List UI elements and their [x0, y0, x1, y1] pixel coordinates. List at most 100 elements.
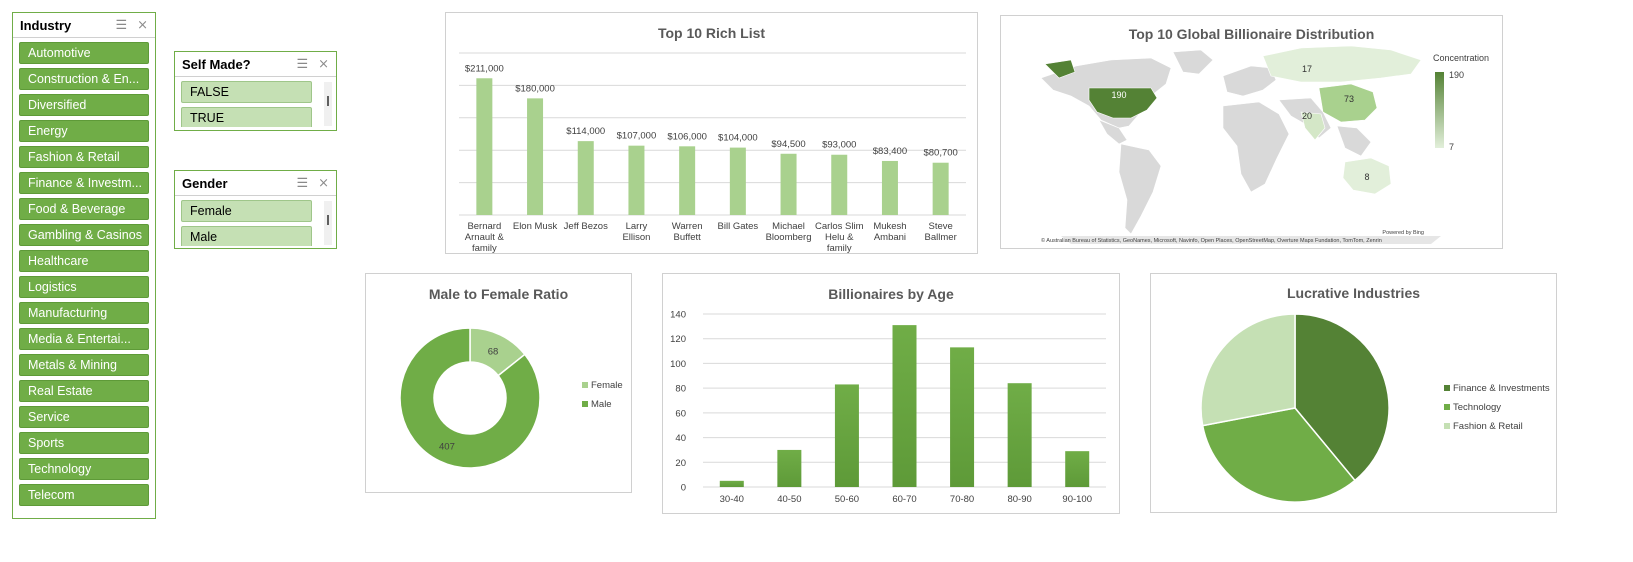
slicer-item-industry[interactable]: Logistics [19, 276, 149, 298]
gender-scrollbar[interactable] [324, 201, 332, 245]
slicer-item-industry[interactable]: Diversified [19, 94, 149, 116]
industry-slice[interactable] [1200, 313, 1296, 427]
slicer-item-industry[interactable]: Service [19, 406, 149, 428]
legend-swatch [1444, 423, 1450, 429]
map-legend-min: 7 [1449, 142, 1454, 152]
age-bar[interactable] [892, 325, 917, 487]
slicer-item-industry[interactable]: Gambling & Casinos [19, 224, 149, 246]
slicer-item-industry[interactable]: Food & Beverage [19, 198, 149, 220]
slicer-item-industry[interactable]: Energy [19, 120, 149, 142]
age-bar[interactable] [1065, 451, 1090, 487]
age-bar[interactable] [719, 480, 744, 487]
rich-bar-label: $104,000 [718, 133, 758, 144]
rich-bar-label: $80,700 [923, 148, 957, 159]
multi-select-icon[interactable]: ☰ [115, 17, 128, 32]
rich-category-label: Steve Ballmer [925, 221, 957, 243]
rich-list-chart[interactable]: Top 10 Rich List $211,000 Bernard Arnault … [445, 12, 978, 254]
slicer-item-industry[interactable]: Technology [19, 458, 149, 480]
slicer-item-gender[interactable]: Male [181, 226, 312, 246]
rich-bar[interactable] [527, 98, 544, 215]
rich-category-label: Warren Buffett [672, 221, 703, 243]
clear-filter-icon[interactable]: ⨯ [137, 17, 148, 32]
slicer-item-industry[interactable]: Sports [19, 432, 149, 454]
age-title: Billionaires by Age [828, 286, 954, 302]
age-category-label: 30-40 [720, 494, 744, 505]
rich-bar[interactable] [932, 162, 949, 215]
slicer-item-industry[interactable]: Telecom [19, 484, 149, 506]
age-category-label: 70-80 [950, 494, 974, 505]
map-label-india: 20 [1302, 111, 1312, 121]
rich-bar[interactable] [628, 145, 645, 215]
slicer-item-industry[interactable]: Healthcare [19, 250, 149, 272]
slicer-item-gender[interactable]: Female [181, 200, 312, 222]
age-y-tick: 120 [670, 334, 686, 345]
legend-swatch [582, 382, 588, 388]
rich-bar[interactable] [729, 147, 746, 215]
multi-select-icon[interactable]: ☰ [296, 175, 309, 190]
self-made-slicer-title: Self Made? [182, 56, 251, 72]
map-label-usa: 190 [1111, 90, 1126, 100]
gender-ratio-chart[interactable]: Male to Female Ratio 68 407 Female Male [365, 273, 632, 493]
industry-legend-label: Fashion & Retail [1453, 421, 1523, 432]
slicer-item-industry[interactable]: Metals & Mining [19, 354, 149, 376]
clear-filter-icon[interactable]: ⨯ [318, 56, 329, 71]
industries-chart[interactable]: Lucrative Industries Finance & Investmen… [1150, 273, 1557, 513]
slicer-item-self-made[interactable]: FALSE [181, 81, 312, 103]
rich-bar[interactable] [679, 146, 696, 215]
rich-bar[interactable] [780, 153, 797, 215]
gender-slice-label: 407 [439, 442, 455, 453]
industry-slicer: Industry ☰ ⨯ Automotive Construction & En… [12, 12, 156, 519]
age-bar[interactable] [1007, 383, 1032, 487]
rich-category-label: Bill Gates [718, 221, 759, 232]
gender-slicer-items: Female Male [175, 200, 336, 246]
slicer-item-industry[interactable]: Automotive [19, 42, 149, 64]
slicer-item-industry[interactable]: Construction & En... [19, 68, 149, 90]
legend-swatch [582, 401, 588, 407]
industry-slice[interactable] [1201, 407, 1356, 503]
rich-bar-label: $114,000 [566, 126, 605, 137]
legend-swatch [1444, 404, 1450, 410]
gender-slice-label: 68 [488, 346, 499, 357]
rich-bar[interactable] [831, 154, 848, 215]
slicer-item-industry[interactable]: Fashion & Retail [19, 146, 149, 168]
gender-legend-label: Female [591, 380, 623, 391]
map-legend-gradient [1435, 72, 1444, 148]
rich-bar[interactable] [476, 78, 493, 215]
gender-slice[interactable] [399, 327, 541, 469]
multi-select-icon[interactable]: ☰ [296, 56, 309, 71]
map-legend-max: 190 [1449, 70, 1464, 80]
slicer-item-industry[interactable]: Manufacturing [19, 302, 149, 324]
billionaire-map-chart[interactable]: Top 10 Global Billionaire Distribution [1000, 15, 1503, 249]
gender-ratio-title: Male to Female Ratio [428, 286, 569, 302]
gender-slicer-title: Gender [182, 175, 228, 191]
gender-ratio-plot: 68 407 Female Male [399, 327, 623, 469]
age-bar[interactable] [950, 347, 975, 487]
rich-bar-label: $94,500 [771, 139, 805, 150]
self-made-scrollbar[interactable] [324, 82, 332, 126]
legend-swatch [1444, 385, 1450, 391]
age-bar[interactable] [834, 384, 859, 487]
map-label-australia: 8 [1364, 172, 1369, 182]
clear-filter-icon[interactable]: ⨯ [318, 175, 329, 190]
age-category-label: 40-50 [777, 494, 801, 505]
industry-slicer-title: Industry [20, 17, 72, 33]
rich-bar-label: $83,400 [873, 146, 907, 157]
age-plot: 0 20 40 60 80 100 120 140 30-40 40-50 50-60 60-70 70… [670, 310, 1106, 505]
rich-category-label: Jeff Bezos [564, 221, 608, 232]
slicer-item-industry[interactable]: Real Estate [19, 380, 149, 402]
age-bar[interactable] [777, 449, 802, 487]
age-y-tick: 0 [681, 483, 686, 494]
industry-slice[interactable] [1294, 313, 1390, 482]
rich-category-label: Mukesh Ambani [873, 221, 906, 243]
slicer-item-industry[interactable]: Media & Entertai... [19, 328, 149, 350]
rich-bar[interactable] [881, 160, 898, 215]
rich-list-plot: $211,000 Bernard Arnault & family $180,000 El… [459, 52, 966, 254]
self-made-slicer: Self Made? ☰ ⨯ FALSE TRUE [174, 51, 337, 131]
rich-bar[interactable] [577, 141, 594, 215]
age-chart[interactable]: Billionaires by Age 0 20 40 60 80 100 120 140 30… [662, 273, 1120, 514]
age-y-tick: 60 [675, 408, 686, 419]
self-made-slicer-header: Self Made? ☰ ⨯ [175, 52, 336, 77]
slicer-item-self-made[interactable]: TRUE [181, 107, 312, 127]
slicer-item-industry[interactable]: Finance & Investm... [19, 172, 149, 194]
age-y-tick: 140 [670, 310, 686, 321]
